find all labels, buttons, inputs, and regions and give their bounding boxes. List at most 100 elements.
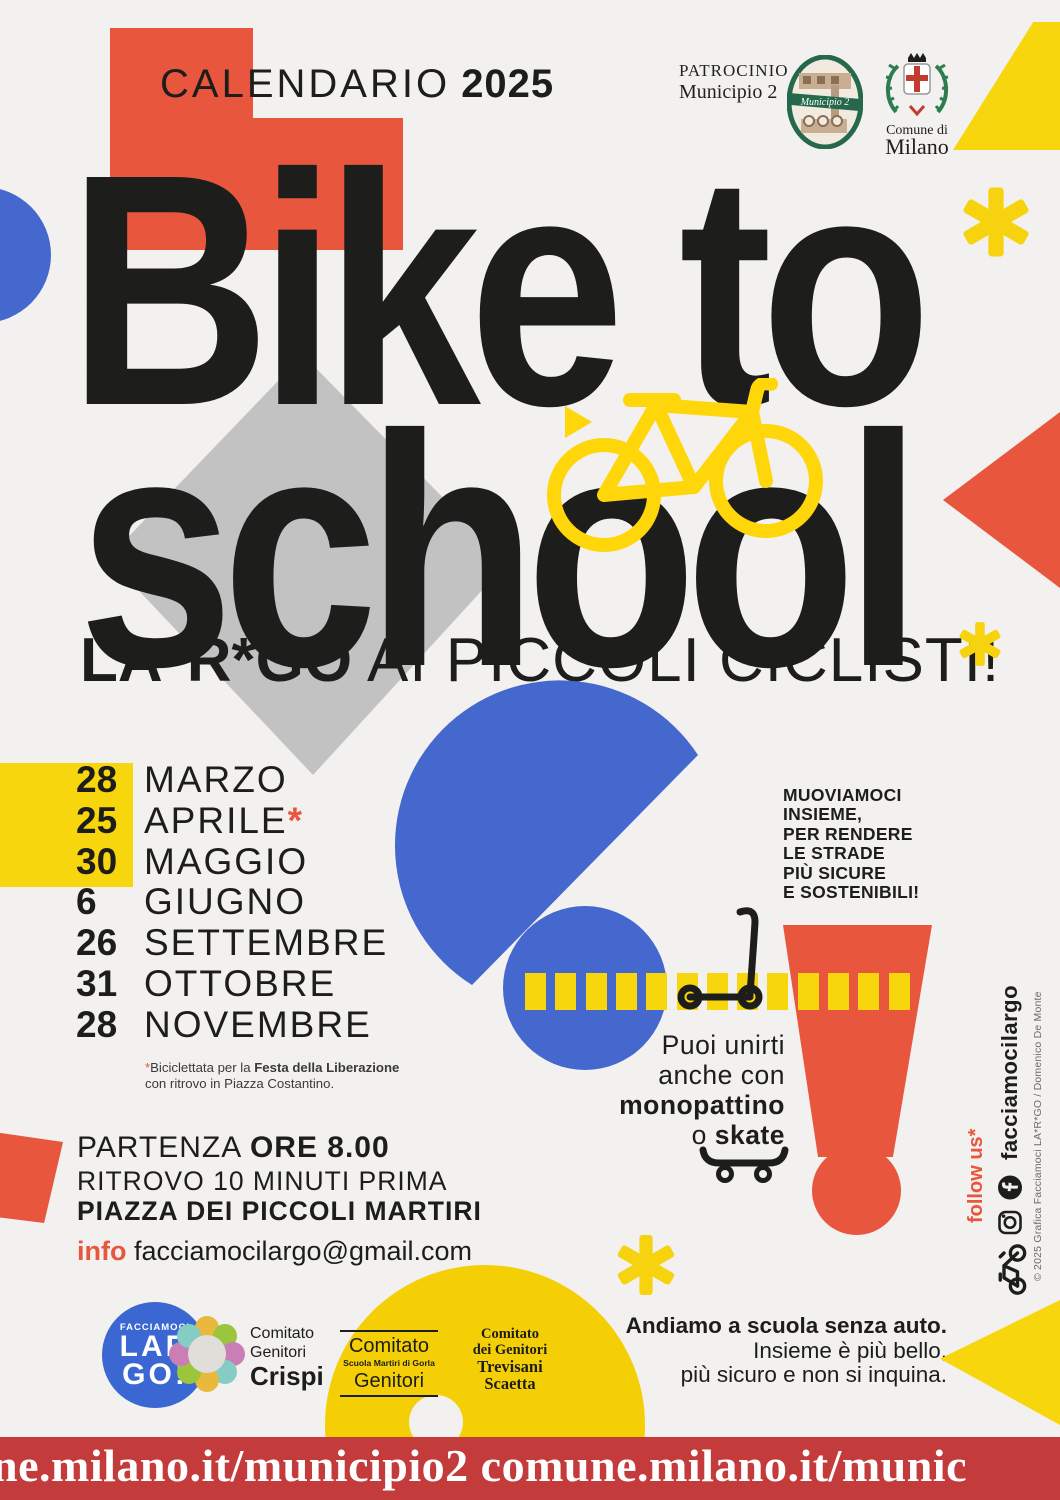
date-asterisk: *: [287, 799, 303, 841]
bicycle-icon: [998, 1244, 1026, 1295]
message-block: MUOVIAMOCI INSIEME, PER RENDERE LE STRAD…: [783, 785, 920, 903]
crosswalk-stripe: [707, 973, 728, 1010]
bicycle-flag-shape: [565, 406, 592, 438]
yellow-asterisk-icon: [962, 187, 1030, 257]
instagram-icon[interactable]: [992, 1209, 1028, 1236]
date-row: 6 GIUGNO: [76, 882, 388, 923]
date-month: NOVEMBRE: [144, 1003, 372, 1045]
crosswalk-stripe: [525, 973, 546, 1010]
follow-handle[interactable]: facciamocilargo: [996, 984, 1022, 1160]
crispi-line3: Crispi: [250, 1361, 324, 1391]
date-month: MARZO: [144, 759, 288, 800]
date-month: OTTOBRE: [144, 962, 337, 1004]
date-row: 31 OTTOBRE: [76, 962, 388, 1005]
yellow-triangle-shape: [940, 1300, 1060, 1425]
crosswalk-stripe: [616, 973, 637, 1010]
exclamation-dot-shape: [812, 1146, 901, 1235]
red-rectangle-shape: [110, 28, 253, 250]
footnote-bold: Festa della Liberazione: [254, 1060, 400, 1075]
patrocinio-line1: PATROCINIO: [679, 61, 789, 80]
scooter-icon: [677, 907, 763, 1010]
exclamation-mark-shape: [783, 925, 932, 1157]
alt-line4: o skate: [580, 1120, 785, 1150]
follow-icons-row: facciamocilargo: [988, 985, 1032, 1295]
alt-line4-bold: skate: [714, 1120, 785, 1150]
message-line: MUOVIAMOCI: [783, 785, 902, 805]
alt-line3: monopattino: [619, 1090, 785, 1120]
date-row: 28 MARZO: [76, 759, 388, 801]
date-row: 30 MAGGIO: [76, 841, 388, 883]
date-row: 25 APRILE *: [76, 799, 388, 842]
message-line: PIÙ SICURE: [783, 862, 887, 883]
dates-highlight-block: [0, 763, 133, 887]
dates-list: 28 MARZO 25 APRILE * 30 MAGGIO 6 GIUGNO 26 SET…: [76, 759, 389, 1046]
message-line: E SOSTENIBILI!: [783, 882, 920, 903]
claim-line3: più sicuro e non si inquina.: [680, 1362, 947, 1387]
info-label: info: [77, 1236, 127, 1266]
date-row: 26 SETTEMBRE: [76, 922, 389, 964]
calendar-year: 2025: [461, 62, 555, 106]
patrocinio-line2: Municipio 2: [679, 81, 778, 103]
alt-line2: anche con: [658, 1060, 785, 1090]
red-rectangle-shape: [252, 118, 403, 250]
subtitle-rest: AI PICCOLI CICLISTI!: [352, 626, 1001, 695]
gorla-line3: Genitori: [340, 1369, 438, 1397]
largo-top: FACCIAMOCI: [119, 1321, 191, 1333]
footnote-text: Biciclettata per la: [150, 1060, 255, 1075]
date-day: 31: [76, 962, 118, 1004]
meeting-line2: RITROVO 10 MINUTI PRIMA: [77, 1166, 448, 1196]
message-line: LE STRADE: [783, 843, 885, 864]
comune-milano-logo: Comune di Milano: [885, 53, 949, 159]
message-line: PER RENDERE: [783, 823, 913, 844]
gorla-line1: Comitato: [340, 1330, 438, 1358]
date-day: 26: [76, 922, 118, 964]
date-month: APRILE: [144, 799, 288, 841]
orange-flag-shape: [0, 1132, 63, 1223]
date-day: 25: [76, 799, 118, 841]
trevisani-line1: Comitato: [481, 1326, 539, 1342]
date-day: 6: [76, 881, 97, 923]
municipio2-logo: Municipio 2: [787, 55, 863, 149]
yellow-asterisk-icon: [958, 622, 1002, 666]
meeting-time: ORE 8.00: [249, 1131, 390, 1164]
crosswalk-stripe: [858, 973, 879, 1010]
trevisani-line2: dei Genitori: [472, 1342, 548, 1358]
info-line: info facciamocilargo@gmail.com: [77, 1236, 472, 1267]
gorla-logo-text: Comitato Scuola Martiri di Gorla Genitor…: [340, 1330, 438, 1397]
footnote-line2: con ritrovo in Piazza Costantino.: [145, 1076, 335, 1091]
marquee-text[interactable]: ne.milano.it/municipio2 comune.milano.it…: [0, 1440, 968, 1491]
crispi-line1: Comitato: [250, 1325, 315, 1342]
date-day: 28: [76, 1003, 118, 1045]
crosswalk-stripe: [889, 973, 910, 1010]
date-month: GIUGNO: [144, 881, 307, 923]
patrocinio-text: PATROCINIO Municipio 2: [679, 60, 789, 104]
crosswalk-stripe: [828, 973, 849, 1010]
crosswalk-stripe: [798, 973, 819, 1010]
follow-column: follow us* facciamocilargo: [965, 985, 1045, 1295]
meeting-line3: PIAZZA DEI PICCOLI MARTIRI: [77, 1196, 482, 1226]
calendar-label: CALENDARIO: [160, 62, 451, 106]
trevisani-line3: Trevisani: [477, 1357, 543, 1376]
gorla-line2: Scuola Martiri di Gorla: [343, 1358, 435, 1368]
trevisani-line4: Scaetta: [484, 1374, 536, 1393]
alt-transport-block: Puoi unirti anche con monopattino o skat…: [580, 1030, 785, 1150]
alt-line4-light: o: [691, 1120, 715, 1150]
info-email[interactable]: facciamocilargo@gmail.com: [134, 1236, 473, 1266]
gray-diamond-shape: [108, 355, 507, 775]
claim-line2: Insieme è più bello,: [753, 1337, 947, 1363]
date-month: SETTEMBRE: [144, 922, 389, 964]
footnote-asterisk: *: [145, 1060, 151, 1075]
claim-bold: Andiamo a scuola senza auto.: [625, 1313, 947, 1338]
subtitle: LA*R*GO AI PICCOLI CICLISTI!: [80, 628, 1000, 694]
crispi-line2: Genitori: [250, 1344, 307, 1361]
meeting-block: PARTENZA ORE 8.00 RITROVO 10 MINUTI PRIM…: [77, 1130, 482, 1226]
yellow-asterisk-icon: [616, 1235, 676, 1295]
facebook-icon[interactable]: [992, 1174, 1028, 1201]
blue-circle-shape: [0, 187, 51, 323]
municipio2-banner-label: Municipio 2: [800, 97, 850, 108]
blue-fan-shape: [394, 680, 698, 985]
follow-label: follow us*: [965, 1128, 987, 1223]
title-line1: Bike to: [68, 105, 932, 474]
credit-line: © 2025 Grafica Facciamoci LA*R*GO / Dome…: [1032, 991, 1044, 1281]
